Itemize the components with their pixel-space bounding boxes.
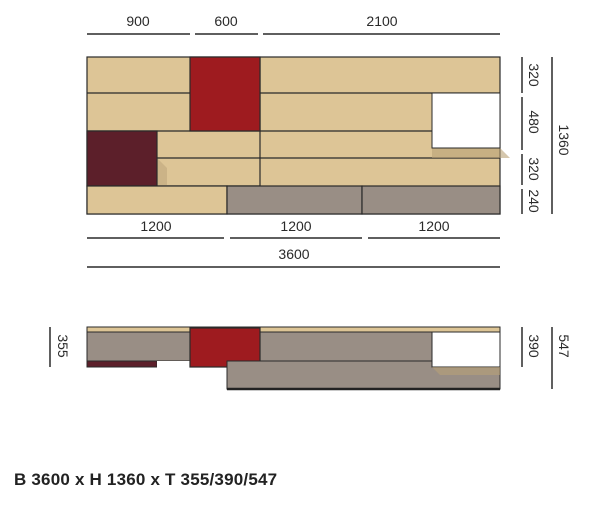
dim-label-1200: 1200 — [140, 218, 171, 234]
dim-label-480: 480 — [526, 110, 542, 134]
burgundy-box-panel — [86, 130, 158, 187]
white-box-panel — [431, 92, 501, 149]
base-grey-panel — [361, 185, 501, 215]
red-door-panel — [189, 56, 261, 132]
top-view-shadow — [432, 367, 500, 375]
dimensions-caption: B 3600 x H 1360 x T 355/390/547 — [14, 470, 278, 489]
dim-label-1200: 1200 — [418, 218, 449, 234]
dim-label-390: 390 — [526, 334, 542, 358]
dim-label-1360: 1360 — [556, 124, 572, 155]
dim-label-547: 547 — [556, 334, 572, 358]
top-view-white-box — [431, 331, 501, 368]
top-view-back-strip — [86, 326, 501, 333]
dim-label-320: 320 — [526, 63, 542, 87]
shelf-shadow — [157, 158, 167, 186]
front-view: 900 600 2100 320 — [86, 13, 572, 268]
dim-label-3600: 3600 — [278, 246, 309, 262]
dim-label-900: 900 — [126, 13, 150, 29]
dim-label-2100: 2100 — [366, 13, 397, 29]
dim-label-240: 240 — [526, 189, 542, 213]
dim-label-355: 355 — [55, 334, 71, 358]
dim-label-1200: 1200 — [280, 218, 311, 234]
top-view-burgundy-box — [86, 360, 158, 368]
base-grey-panel — [226, 185, 363, 215]
dim-label-600: 600 — [214, 13, 238, 29]
top-view: 355 390 547 — [49, 326, 572, 391]
dim-label-320: 320 — [526, 157, 542, 181]
shelf-shadow — [432, 148, 510, 158]
base-oak-panel — [86, 185, 228, 215]
